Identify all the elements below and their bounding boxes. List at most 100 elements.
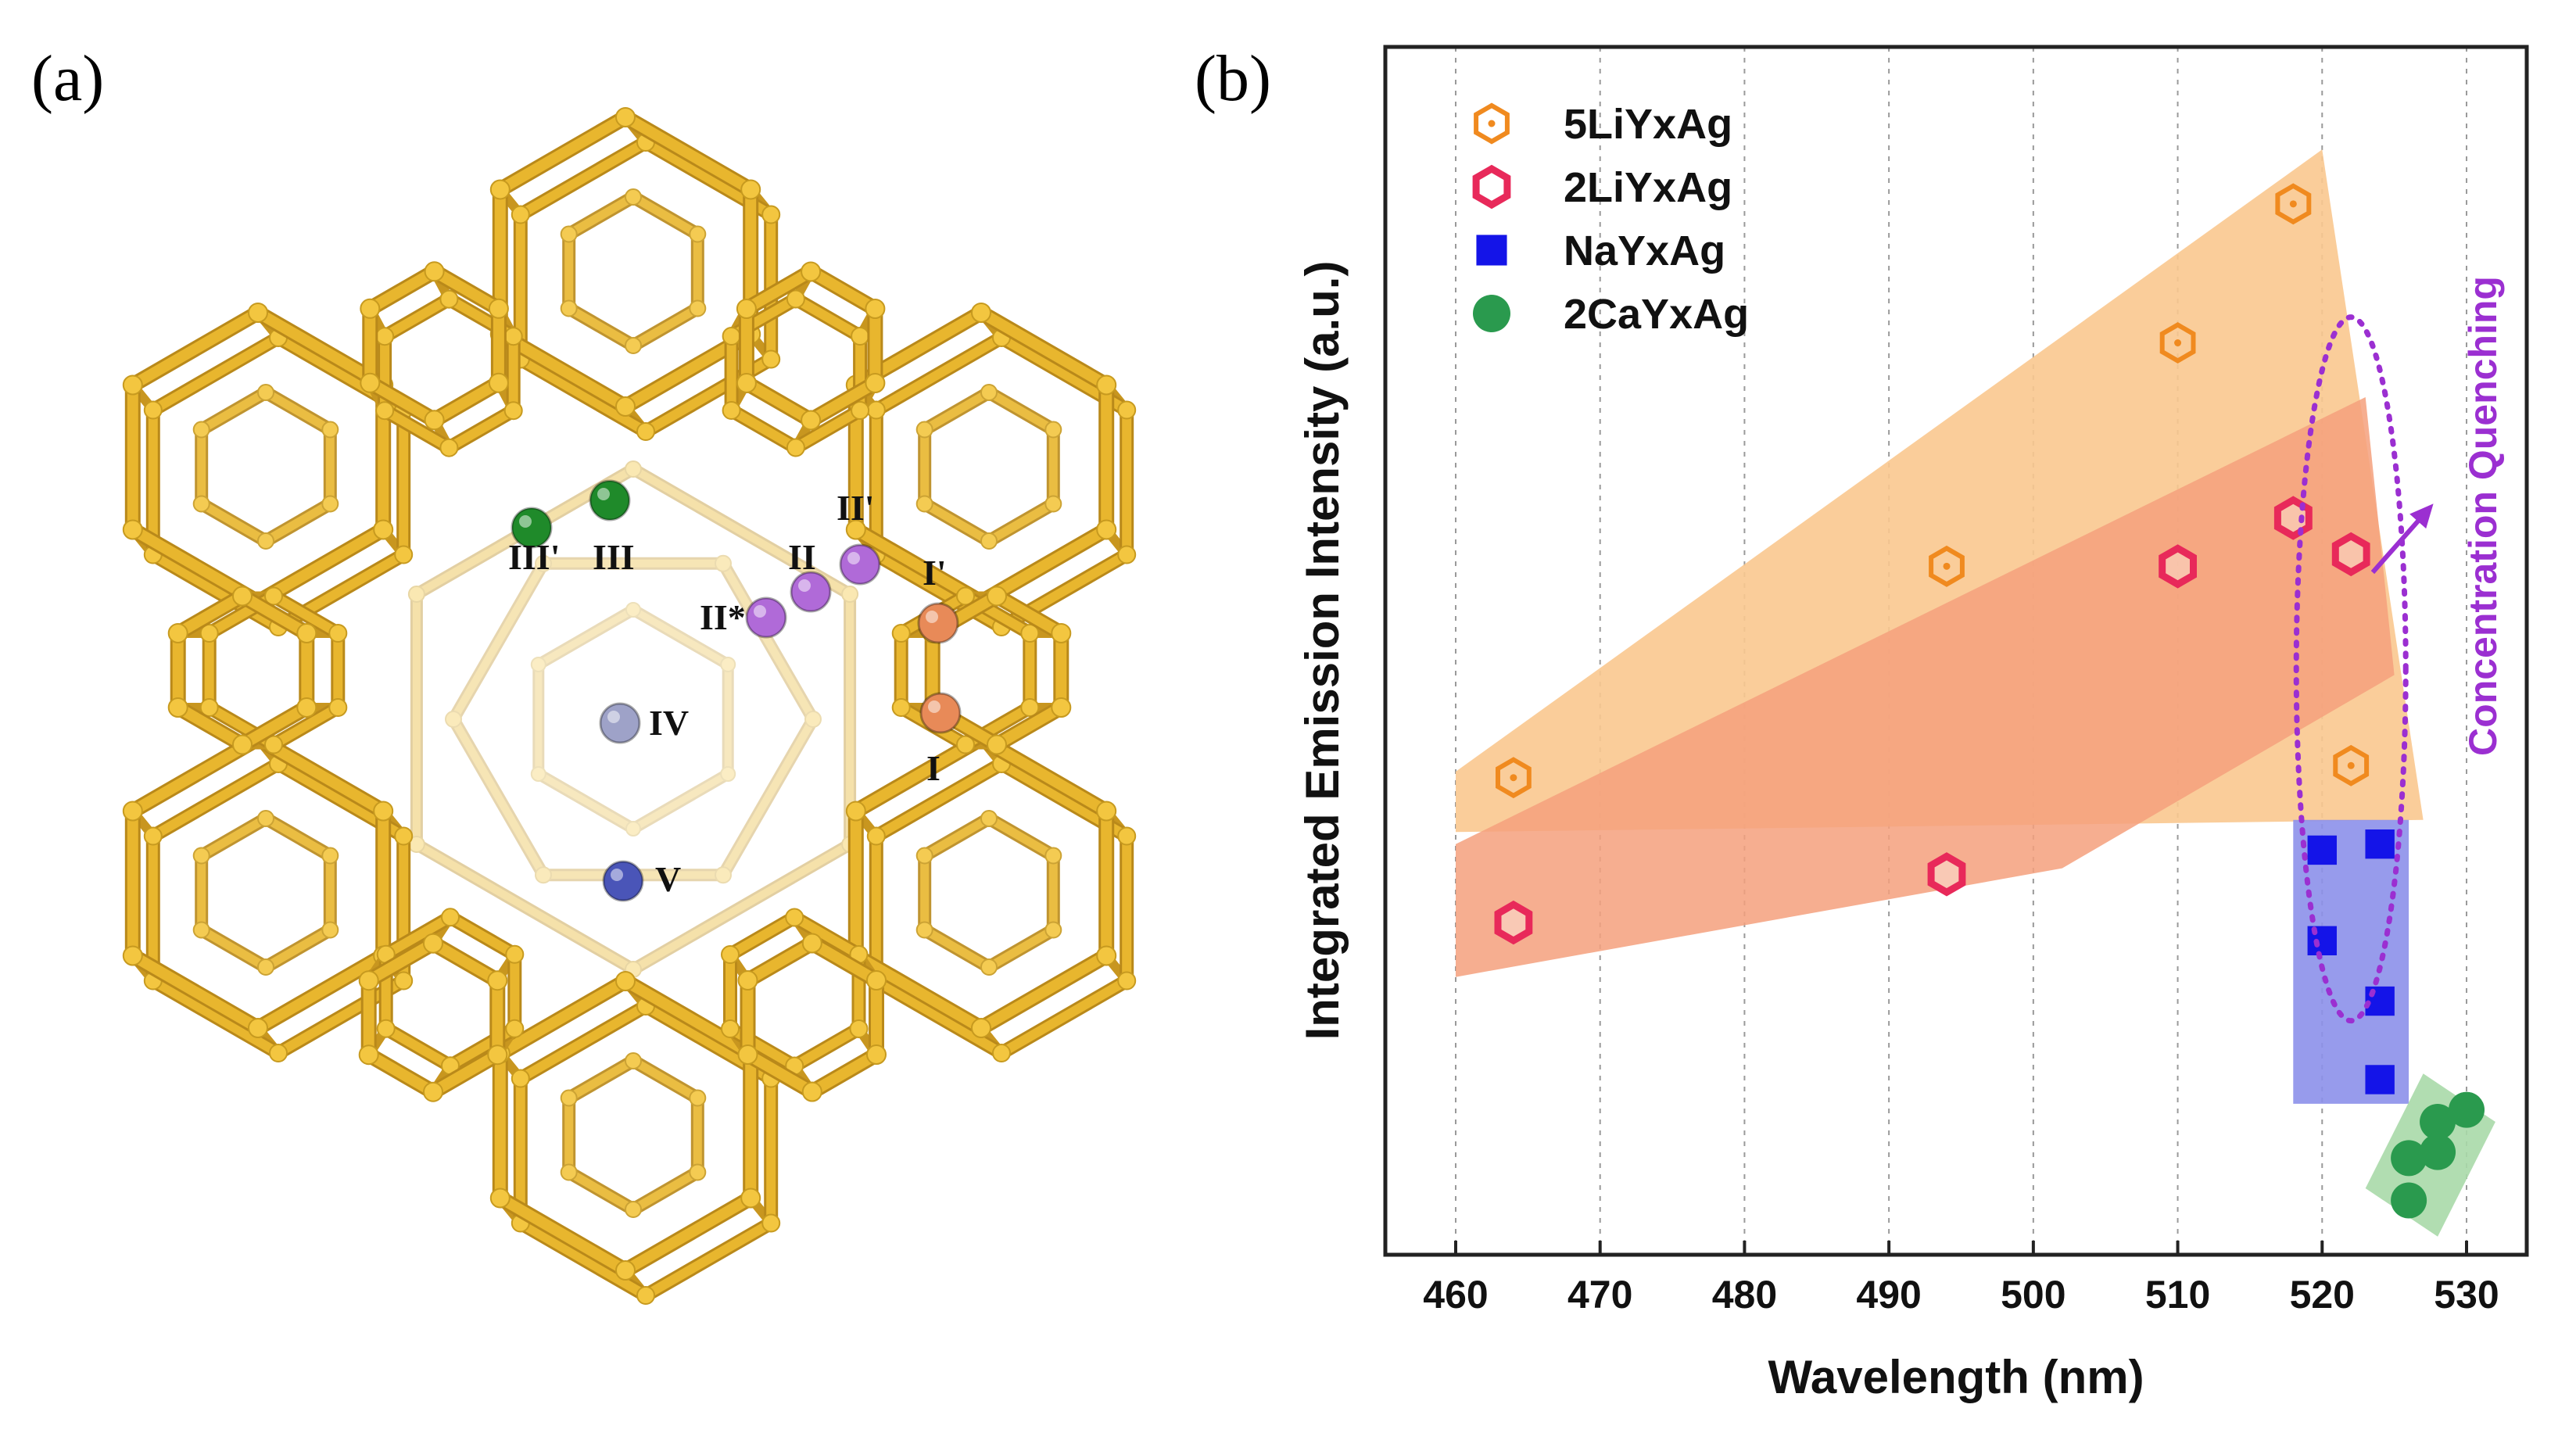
emission-chart: Concentration Quenching 460 470 480 490 500 5… — [1296, 45, 2529, 1403]
double-ring-link-2-front-atom — [866, 970, 887, 991]
sodalite-cage-bottom-back-atom — [511, 1069, 530, 1088]
sodalite-cage-bottom-back-atom — [636, 1286, 655, 1305]
sodalite-inner-lower-right-atom — [1044, 847, 1062, 865]
legend-marker-5LiYxAg — [1474, 102, 1510, 145]
sodalite-inner-upper-left-atom — [257, 384, 274, 401]
double-ring-link-1-front-atom — [1051, 623, 1072, 643]
double-ring-link-5-back-atom — [503, 401, 523, 421]
sodalite-cage-lower-right-back-atom — [1117, 826, 1137, 846]
sodalite-cage-lower-right-front-atom — [1096, 801, 1117, 822]
sodalite-cage-lower-left-front-atom — [122, 801, 143, 822]
point-2CaYxAg-5-shape — [2391, 1182, 2427, 1219]
region-NaYxAg — [2293, 819, 2409, 1104]
double-ring-link-0-front-atom — [736, 299, 757, 319]
double-ring-link-0-back-atom — [851, 327, 870, 346]
double-ring-link-0-front-atom — [801, 261, 822, 282]
legend-label-2CaYxAg: 2CaYxAg — [1564, 291, 1749, 338]
double-ring-link-4-front-atom — [232, 586, 253, 607]
sodalite-cage-lower-left-back-atom — [394, 971, 414, 991]
site-3: II' — [837, 488, 881, 586]
double-ring-link-1-back-atom — [956, 735, 975, 754]
quenching-annotation: Concentration Quenching — [2461, 276, 2505, 756]
double-ring-link-2-front-atom — [801, 1081, 822, 1102]
sodalite-inner-top-atom — [689, 225, 707, 243]
site-9: V — [602, 859, 681, 902]
sodalite-inner-upper-right-atom — [1044, 495, 1062, 513]
legend-marker-2LiYxAg-shape — [1472, 164, 1511, 210]
legend-marker-2LiYxAg — [1472, 164, 1511, 210]
double-ring-link-2-back-atom — [849, 1019, 869, 1038]
double-ring-link-4-front — [167, 586, 317, 755]
sodalite-inner-top-bonds — [564, 192, 702, 350]
quenching-arrowhead — [2409, 503, 2434, 529]
legend-marker-NaYxAg-shape — [1476, 235, 1507, 266]
sodalite-cage-top-front-atom — [615, 396, 636, 417]
double-ring-link-3-front-atom — [358, 1044, 379, 1066]
sodalite-inner-lower-left-atom — [321, 847, 339, 865]
point-2CaYxAg-5 — [2391, 1182, 2427, 1219]
tick-label-470: 470 — [1567, 1273, 1632, 1317]
double-ring-link-4-front-atom — [232, 734, 253, 755]
inner-cage-small-ring-atom — [720, 766, 736, 782]
y-axis-title: Integrated Emission Intensity (a.u.) — [1296, 261, 1349, 1041]
site-9-atom — [602, 860, 644, 902]
site-7-highlight — [928, 700, 940, 713]
double-ring-link-1-back-atom — [1020, 624, 1040, 643]
inner-cage-small-ring-shadow — [532, 604, 734, 835]
sodalite-inner-top-atom — [560, 225, 578, 243]
sodalite-inner-lower-right — [915, 810, 1062, 976]
double-ring-link-3-front-atom — [487, 970, 508, 991]
point-5LiYxAg-5 — [2333, 744, 2370, 786]
sodalite-cage-upper-left-back-atom — [394, 545, 414, 564]
sodalite-inner-upper-left-atom — [321, 421, 339, 439]
point-5LiYxAg-3-shape — [2159, 322, 2196, 364]
double-ring-link-1-back-atom — [1020, 698, 1040, 717]
sodalite-cage-lower-right-back-atom — [992, 1044, 1011, 1062]
sodalite-inner-bottom-atom — [625, 1201, 642, 1218]
inner-cage-outer-ring-shadow — [410, 463, 857, 976]
point-2CaYxAg-1-shape — [2449, 1091, 2485, 1128]
legend-label-5LiYxAg: 5LiYxAg — [1564, 101, 1732, 148]
site-4-highlight — [798, 579, 811, 592]
point-2CaYxAg-2-shape — [2420, 1104, 2456, 1141]
double-ring-link-2-front-atom — [866, 1044, 887, 1065]
sodalite-cage-lower-left-back-atom — [143, 826, 163, 846]
point-2CaYxAg-4-shape — [2391, 1140, 2427, 1177]
point-NaYxAg-5 — [2365, 1065, 2395, 1094]
sodalite-cage-bottom-front-atom — [615, 1260, 636, 1281]
sodalite-inner-upper-right-bonds — [920, 388, 1058, 546]
sodalite-cage-lower-left-back — [143, 754, 414, 1062]
double-ring-link-3-front-atom — [423, 933, 443, 954]
sodalite-cage-lower-right-back-atom — [1117, 971, 1137, 991]
sodalite-inner-bottom-atom — [560, 1163, 578, 1181]
point-5LiYxAg-1-shape — [1496, 757, 1532, 799]
sodalite-cage-lower-right-back — [866, 754, 1137, 1062]
sodalite-inner-lower-right-atom — [1044, 921, 1062, 939]
tick-label-490: 490 — [1856, 1273, 1921, 1317]
inner-cage-ring-atom — [804, 711, 822, 728]
sodalite-inner-lower-left-atom — [192, 921, 210, 939]
sodalite-cage-lower-right-front-atom — [1096, 945, 1117, 966]
double-ring-link-5-front-atom — [488, 298, 509, 319]
double-ring-link-1-front-atom — [987, 586, 1007, 607]
double-ring-link-5-back — [375, 289, 523, 457]
point-2CaYxAg-3 — [2420, 1134, 2456, 1170]
double-ring-link-5-front-atom — [424, 410, 445, 431]
sodalite-inner-bottom-bonds — [564, 1056, 702, 1214]
inner-cage-ring-atom — [715, 866, 732, 884]
site-1-highlight — [519, 515, 532, 528]
quenching-arrow — [2370, 510, 2428, 575]
tick-label-480: 480 — [1712, 1273, 1777, 1317]
inner-cage-ring-atom — [535, 554, 552, 572]
x-axis-title: Wavelength (nm) — [1768, 1351, 2144, 1403]
inner-cage-outer-ring-atom — [407, 586, 425, 603]
sodalite-inner-top-atom — [560, 299, 578, 317]
sodalite-cage-top-back-atom — [636, 422, 655, 441]
panel-a-label: (a) — [31, 42, 104, 115]
sodalite-inner-lower-right-atom — [915, 847, 933, 865]
sodalite-cage-lower-left-front-atom — [122, 945, 143, 966]
site-2-atom — [589, 479, 631, 521]
point-5LiYxAg-4 — [2275, 183, 2312, 225]
site-3-highlight — [847, 552, 860, 564]
double-ring-link-5-back-atom — [375, 401, 395, 421]
